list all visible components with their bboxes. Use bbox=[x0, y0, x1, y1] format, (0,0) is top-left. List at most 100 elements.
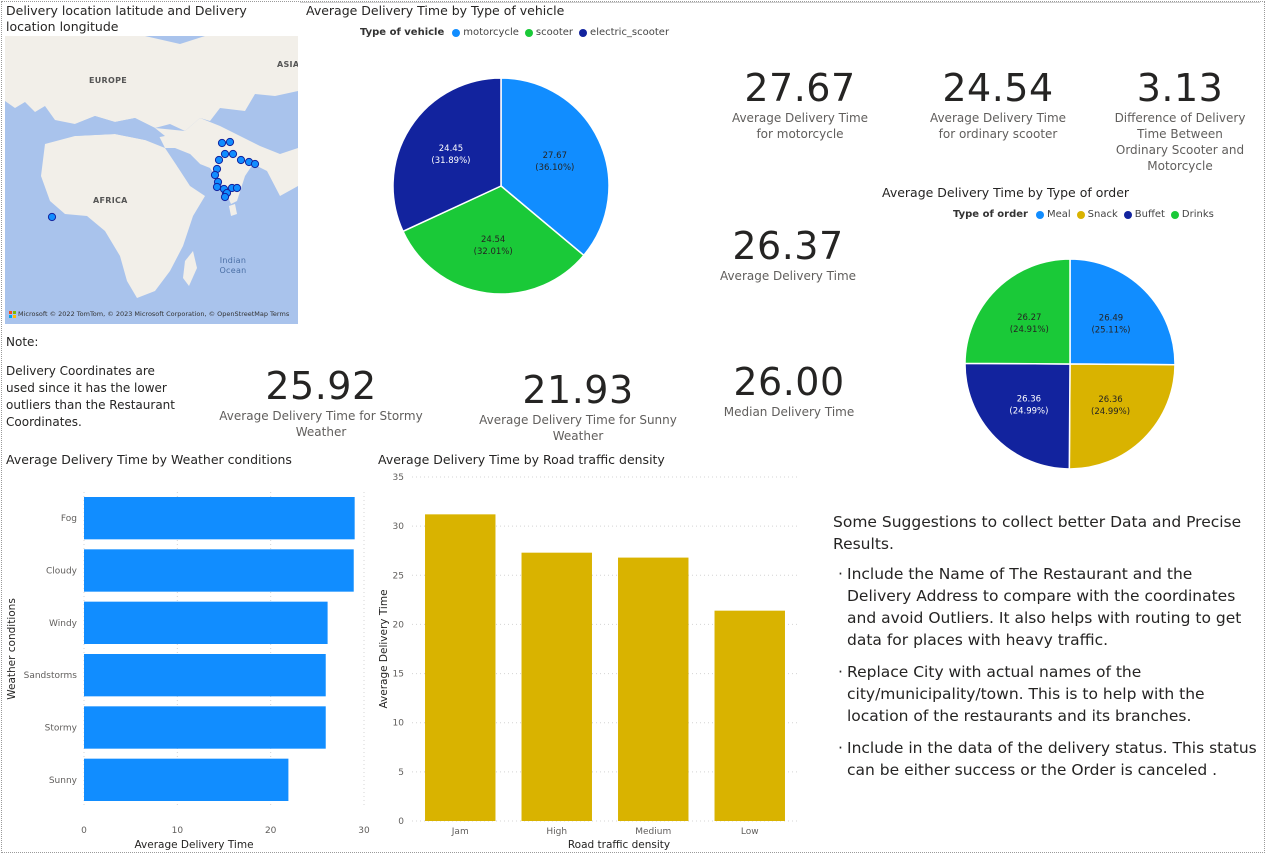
bar-fog[interactable] bbox=[84, 497, 355, 540]
map-label-ocean: Indian Ocean bbox=[219, 256, 247, 275]
kpi-average: 26.37 Average Delivery Time bbox=[708, 224, 868, 284]
kpi-stormy: 25.92 Average Delivery Time for Stormy W… bbox=[200, 364, 442, 440]
suggestions-list: Include the Name of The Restaurant and t… bbox=[833, 563, 1259, 781]
y-tick-label: Fog bbox=[61, 514, 77, 524]
legend-item-snack[interactable]: Snack bbox=[1076, 209, 1118, 220]
vehicle-pie-title: Average Delivery Time by Type of vehicle bbox=[306, 3, 565, 18]
bar-high[interactable] bbox=[521, 552, 592, 821]
weather-bar-title: Average Delivery Time by Weather conditi… bbox=[6, 452, 292, 467]
legend-item-meal[interactable]: Meal bbox=[1035, 209, 1071, 220]
vehicle-pie-chart[interactable]: 27.67 (36.10%) 24.54 (32.01%) 24.45 (31.89%) bbox=[390, 75, 612, 297]
x-tick-label: Jam bbox=[451, 827, 469, 837]
pie-data-label: 26.36 bbox=[1017, 395, 1041, 405]
y-tick-label: 0 bbox=[398, 817, 404, 827]
delivery-location-map[interactable]: EUROPE ASIA AFRICA Indian Ocean Microsof… bbox=[5, 36, 298, 324]
y-tick-label: 10 bbox=[393, 719, 405, 729]
pie-data-label: 24.54 bbox=[481, 235, 505, 245]
suggestions-box: Some Suggestions to collect better Data … bbox=[833, 511, 1259, 791]
mediterranean-sea bbox=[75, 116, 165, 140]
pie-percent-label: (31.89%) bbox=[431, 156, 470, 166]
suggestion-item: Replace City with actual names of the ci… bbox=[838, 661, 1259, 727]
kpi-median-value: 26.00 bbox=[733, 360, 845, 404]
delivery-points bbox=[47, 137, 260, 222]
kpi-difference: 3.13 Difference of Delivery Time Between… bbox=[1102, 66, 1258, 174]
pie-data-label: 24.45 bbox=[439, 144, 463, 154]
y-axis-title: Average Delivery Time bbox=[378, 589, 390, 708]
pie-slice-electric-scooter[interactable] bbox=[392, 77, 502, 233]
pie-percent-label: (25.11%) bbox=[1091, 325, 1130, 335]
bar-low[interactable] bbox=[714, 610, 785, 821]
order-pie-chart[interactable]: 26.49 (25.11%) 26.36 (24.99%) 26.36 (24.99%) 2… bbox=[962, 256, 1178, 472]
y-axis-title: Weather conditions bbox=[6, 598, 18, 700]
kpi-stormy-label: Average Delivery Time for Stormy Weather bbox=[219, 409, 423, 439]
kpi-sunny-label: Average Delivery Time for Sunny Weather bbox=[479, 413, 677, 443]
bar-medium[interactable] bbox=[618, 557, 689, 821]
kpi-scooter-value: 24.54 bbox=[942, 66, 1054, 110]
map-label-africa: AFRICA bbox=[93, 196, 128, 205]
map-point[interactable] bbox=[232, 183, 242, 193]
bar-sunny[interactable] bbox=[84, 758, 289, 801]
pie-slice-snack[interactable] bbox=[1068, 363, 1176, 470]
pie-slice-drinks[interactable] bbox=[964, 258, 1071, 365]
map-point[interactable] bbox=[225, 137, 235, 147]
x-tick-label: 10 bbox=[172, 826, 184, 836]
map-point[interactable] bbox=[236, 155, 246, 165]
suggestions-heading: Some Suggestions to collect better Data … bbox=[833, 513, 1242, 553]
srilanka-landmass bbox=[229, 204, 237, 216]
suggestion-item: Include the Name of The Restaurant and t… bbox=[838, 563, 1259, 651]
map-point[interactable] bbox=[220, 149, 230, 159]
legend-item-motorcycle[interactable]: motorcycle bbox=[452, 27, 519, 38]
map-label-europe: EUROPE bbox=[89, 76, 128, 85]
order-legend-title: Type of order bbox=[953, 209, 1028, 220]
top-divider bbox=[300, 2, 1260, 3]
traffic-bar-title: Average Delivery Time by Road traffic de… bbox=[378, 452, 665, 467]
bar-jam[interactable] bbox=[425, 514, 496, 821]
pie-data-label: 27.67 bbox=[543, 151, 567, 161]
y-tick-label: Sandstorms bbox=[24, 671, 78, 681]
suggestion-item: Include in the data of the delivery stat… bbox=[838, 737, 1259, 781]
map-brand: Microsoft bbox=[18, 310, 48, 318]
pie-slice-buffet[interactable] bbox=[964, 362, 1071, 470]
map-attribution-row: Microsoft © 2022 TomTom, © 2023 Microsof… bbox=[9, 310, 289, 318]
map-point[interactable] bbox=[217, 138, 227, 148]
legend-item-drinks[interactable]: Drinks bbox=[1170, 209, 1214, 220]
pie-slice-motorcycle[interactable] bbox=[500, 77, 610, 257]
map-point[interactable] bbox=[212, 182, 222, 192]
traffic-bar-chart[interactable]: 0 5 10 15 20 25 30 35 Jam High Medium Low Road traff… bbox=[372, 468, 808, 852]
kpi-scooter-label: Average Delivery Time for ordinary scoot… bbox=[929, 111, 1067, 141]
red-sea bbox=[177, 154, 200, 176]
map-land-svg bbox=[5, 36, 298, 324]
kpi-average-label: Average Delivery Time bbox=[719, 269, 857, 283]
bar-sandstorms[interactable] bbox=[84, 654, 326, 697]
bar-stormy[interactable] bbox=[84, 706, 326, 749]
y-tick-label: Windy bbox=[49, 619, 78, 629]
britain-landmass bbox=[39, 48, 63, 76]
microsoft-logo-icon bbox=[9, 310, 16, 318]
bar-windy[interactable] bbox=[84, 601, 328, 644]
kpi-average-value: 26.37 bbox=[732, 224, 844, 268]
y-tick-label: Stormy bbox=[45, 724, 78, 734]
map-point[interactable] bbox=[250, 159, 260, 169]
kpi-difference-value: 3.13 bbox=[1136, 66, 1224, 110]
pie-slice-meal[interactable] bbox=[1069, 258, 1176, 366]
x-tick-label: 30 bbox=[358, 826, 370, 836]
map-point[interactable] bbox=[228, 149, 238, 159]
legend-item-buffet[interactable]: Buffet bbox=[1123, 209, 1165, 220]
pie-percent-label: (24.91%) bbox=[1010, 325, 1049, 335]
map-point[interactable] bbox=[214, 155, 224, 165]
pie-percent-label: (24.99%) bbox=[1009, 407, 1048, 417]
map-title: Delivery location latitude and Delivery … bbox=[6, 3, 247, 34]
pie-data-label: 26.27 bbox=[1017, 313, 1041, 323]
legend-item-electric-scooter[interactable]: electric_scooter bbox=[579, 27, 669, 38]
weather-bar-chart[interactable]: 0 10 20 30 Fog Cloudy Windy Sandstorms Stormy Sun… bbox=[0, 470, 375, 852]
y-tick-label: Sunny bbox=[49, 776, 78, 786]
map-attribution[interactable]: © 2022 TomTom, © 2023 Microsoft Corporat… bbox=[49, 310, 290, 318]
map-point[interactable] bbox=[47, 212, 57, 222]
pie-slice-scooter[interactable] bbox=[401, 185, 585, 295]
legend-item-scooter[interactable]: scooter bbox=[524, 27, 573, 38]
bar-cloudy[interactable] bbox=[84, 549, 354, 592]
kpi-sunny-value: 21.93 bbox=[522, 368, 634, 412]
pie-data-label: 26.49 bbox=[1099, 313, 1123, 323]
map-point[interactable] bbox=[220, 192, 230, 202]
map-point[interactable] bbox=[210, 170, 220, 180]
